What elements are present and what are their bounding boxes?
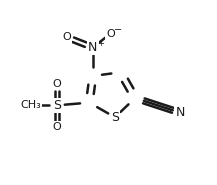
Text: O: O	[106, 29, 115, 39]
Text: CH₃: CH₃	[20, 100, 41, 110]
Text: S: S	[53, 99, 61, 112]
Text: O: O	[53, 79, 61, 89]
Text: N: N	[88, 41, 98, 54]
Text: +: +	[97, 39, 104, 48]
Text: −: −	[114, 25, 122, 35]
Text: O: O	[53, 122, 61, 132]
Text: O: O	[63, 32, 72, 42]
Text: N: N	[175, 106, 185, 119]
Text: S: S	[111, 111, 119, 124]
